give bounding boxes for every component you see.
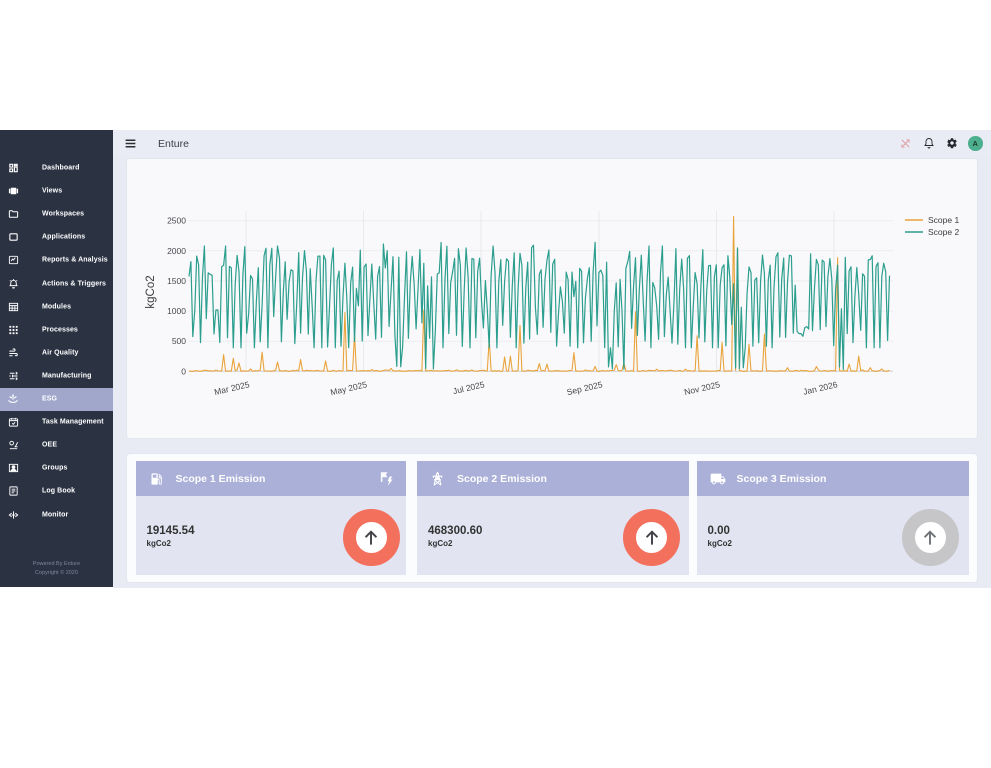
svg-text:Jul 2025: Jul 2025 <box>452 379 486 396</box>
svg-text:Jan 2026: Jan 2026 <box>802 379 839 397</box>
svg-text:May 2025: May 2025 <box>329 379 368 397</box>
svg-text:Mar 2025: Mar 2025 <box>213 379 251 397</box>
svg-text:1500: 1500 <box>167 276 186 286</box>
svg-text:1000: 1000 <box>167 306 186 316</box>
svg-text:2500: 2500 <box>167 216 186 226</box>
svg-text:Sep 2025: Sep 2025 <box>566 379 604 397</box>
svg-text:kgCo2: kgCo2 <box>145 275 157 308</box>
svg-text:Scope 1: Scope 1 <box>928 215 959 225</box>
svg-text:2000: 2000 <box>167 246 186 256</box>
svg-text:Nov 2025: Nov 2025 <box>683 379 721 397</box>
svg-text:500: 500 <box>172 336 186 346</box>
svg-text:Scope 2: Scope 2 <box>928 227 959 237</box>
svg-text:0: 0 <box>181 366 186 376</box>
